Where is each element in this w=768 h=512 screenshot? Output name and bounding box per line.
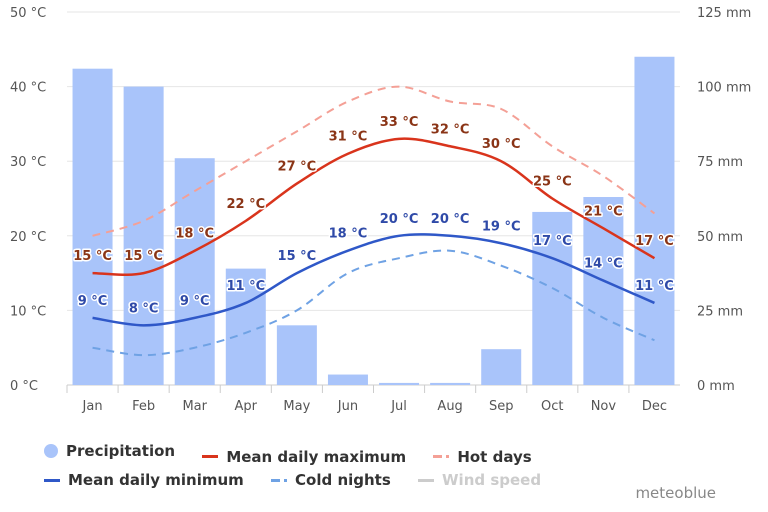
mean-daily-maximum-data-label: 32 °C	[431, 122, 470, 137]
mean-daily-maximum-data-label: 25 °C	[533, 175, 572, 190]
x-tick-label: Apr	[235, 399, 258, 414]
x-tick-label: Mar	[182, 399, 207, 414]
x-tick-label: Oct	[541, 399, 563, 414]
dashed-line-icon	[271, 478, 288, 482]
chart-canvas: 0 °C 10 °C 20 °C 30 °C 40 °C 50 °C 0 mm 25 mm 50…	[10, 6, 751, 414]
mean-daily-minimum-data-label: 9 °C	[78, 294, 108, 309]
left-tick-label: 50 °C	[10, 6, 46, 21]
legend-cold-nights[interactable]: Cold nights	[271, 469, 391, 491]
left-tick-label: 0 °C	[10, 379, 38, 394]
legend-mean-max[interactable]: Mean daily maximum	[202, 446, 406, 468]
x-tick-label: Feb	[132, 399, 155, 414]
mean-daily-maximum-data-label: 31 °C	[329, 130, 368, 145]
right-tick-label: 50 mm	[697, 230, 743, 245]
mean-daily-minimum-data-label: 20 °C	[431, 212, 470, 227]
mean-daily-maximum-data-label: 15 °C	[73, 249, 112, 264]
precipitation-bar	[532, 211, 573, 385]
mean-daily-minimum-data-label: 18 °C	[329, 227, 368, 242]
legend: Precipitation Mean daily maximum Hot day…	[44, 440, 744, 491]
precipitation-bar	[430, 382, 471, 385]
mean-daily-minimum-data-label: 14 °C	[584, 257, 623, 272]
precipitation-bar	[276, 325, 317, 385]
dashed-line-icon	[433, 455, 450, 458]
mean-daily-minimum-data-label: 8 °C	[129, 301, 159, 316]
cold-nights-line	[92, 249, 655, 357]
precipitation-bar	[481, 349, 522, 385]
right-tick-label: 0 mm	[697, 379, 735, 394]
precipitation-bar	[379, 382, 420, 385]
left-tick-label: 30 °C	[10, 155, 46, 170]
precipitation-bar	[72, 68, 113, 386]
legend-wind-speed[interactable]: Wind speed	[418, 469, 541, 491]
x-tick-label: Nov	[591, 399, 617, 414]
legend-precipitation[interactable]: Precipitation	[44, 440, 175, 462]
mean-daily-maximum-data-label: 15 °C	[124, 249, 163, 264]
right-tick-label: 125 mm	[697, 6, 751, 21]
x-tick-label: Dec	[642, 399, 667, 414]
line-icon	[202, 455, 219, 458]
line-icon	[418, 478, 435, 482]
mean-daily-maximum-data-label: 18 °C	[175, 227, 214, 242]
mean-daily-maximum-data-label: 33 °C	[380, 115, 419, 130]
legend-mean-min[interactable]: Mean daily minimum	[44, 469, 244, 491]
x-tick-label: Sep	[489, 399, 514, 414]
mean-daily-minimum-data-label: 11 °C	[635, 279, 674, 294]
mean-daily-minimum-data-label: 15 °C	[278, 249, 317, 264]
precipitation-bar	[327, 374, 368, 385]
mean-daily-minimum-data-label: 19 °C	[482, 219, 521, 234]
left-tick-label: 40 °C	[10, 81, 46, 96]
mean-daily-maximum-line	[92, 137, 656, 276]
credit-text: meteoblue	[635, 484, 716, 502]
right-tick-label: 100 mm	[697, 81, 751, 96]
mean-daily-maximum-data-label: 17 °C	[635, 234, 674, 249]
x-tick-label: Jan	[82, 399, 103, 414]
legend-hot-days[interactable]: Hot days	[433, 446, 532, 468]
circle-icon	[44, 444, 58, 458]
mean-daily-minimum-line	[92, 233, 655, 327]
mean-daily-maximum-data-label: 27 °C	[278, 160, 317, 175]
x-tick-label: Jun	[337, 399, 358, 414]
left-tick-label: 10 °C	[10, 304, 46, 319]
mean-daily-maximum-data-label: 21 °C	[584, 204, 623, 219]
right-tick-label: 75 mm	[697, 155, 743, 170]
mean-daily-maximum-data-label: 30 °C	[482, 137, 521, 152]
x-tick-label: Aug	[437, 399, 462, 414]
right-tick-label: 25 mm	[697, 304, 743, 319]
mean-daily-minimum-data-label: 11 °C	[226, 279, 265, 294]
mean-daily-maximum-data-label: 22 °C	[226, 197, 265, 212]
precipitation-bar	[583, 197, 624, 385]
x-tick-label: May	[283, 399, 310, 414]
mean-daily-minimum-data-label: 9 °C	[180, 294, 210, 309]
left-tick-label: 20 °C	[10, 230, 46, 245]
mean-daily-minimum-data-label: 17 °C	[533, 234, 572, 249]
mean-daily-minimum-data-label: 20 °C	[380, 212, 419, 227]
precipitation-bar	[634, 56, 675, 385]
x-tick-label: Jul	[390, 399, 407, 414]
precipitation-bar	[123, 86, 164, 385]
line-icon	[44, 478, 60, 482]
